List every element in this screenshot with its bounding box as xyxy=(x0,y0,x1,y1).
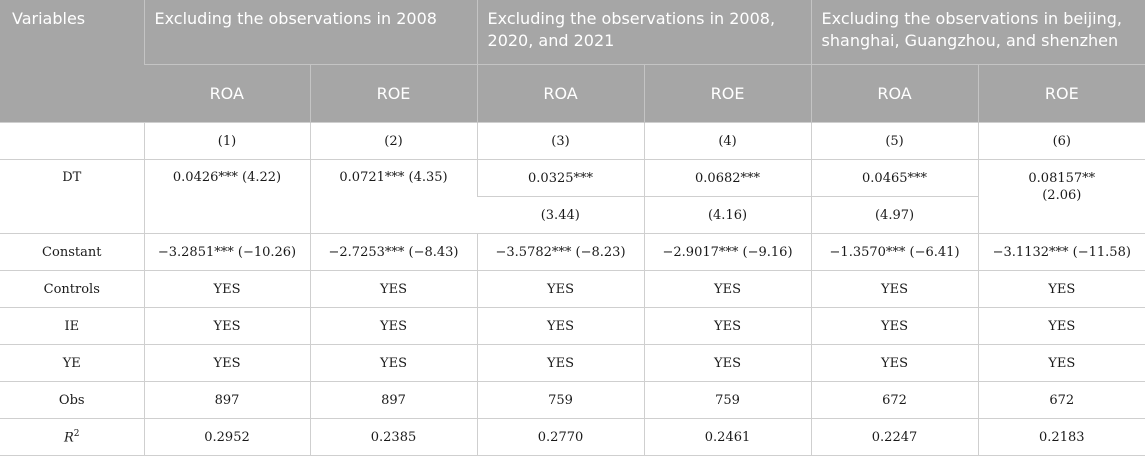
table-cell: 0.0325*** xyxy=(476,159,645,197)
table-cell: YES xyxy=(143,270,310,308)
table-cell: 0.0721*** (4.35) xyxy=(309,159,478,234)
controls-row: Controls YES YES YES YES YES YES xyxy=(0,270,1145,308)
subheader-row: ROA ROE ROA ROE ROA ROE xyxy=(0,64,1145,123)
ye-row: YE YES YES YES YES YES YES xyxy=(0,344,1145,382)
subheader-roe-4: ROE xyxy=(643,64,812,123)
row-label: Controls xyxy=(0,270,144,308)
r2-row: R2 0.2952 0.2385 0.2770 0.2461 0.2247 0.… xyxy=(0,418,1145,456)
subheader-roa-3: ROA xyxy=(476,64,645,123)
row-label: Constant xyxy=(0,233,144,271)
row-label: IE xyxy=(0,307,144,345)
table-cell: 0.2247 xyxy=(810,418,979,456)
row-label xyxy=(0,122,144,160)
table-cell: 0.0465*** xyxy=(810,159,979,197)
row-label: DT xyxy=(0,159,144,234)
table-cell: YES xyxy=(309,344,478,382)
table-cell: (3.44) xyxy=(477,196,645,234)
table-cell: 0.2183 xyxy=(977,418,1145,456)
table-cell: 759 xyxy=(476,381,645,419)
table-cell: 0.08157** (2.06) xyxy=(977,159,1145,234)
table-cell: 0.2461 xyxy=(643,418,812,456)
table-cell: (5) xyxy=(810,122,979,160)
table-cell: 672 xyxy=(810,381,979,419)
obs-row: Obs 897 897 759 759 672 672 xyxy=(0,381,1145,419)
table-cell: 0.2385 xyxy=(309,418,478,456)
row-label: R2 xyxy=(0,418,144,456)
dt-row-top: DT 0.0426*** (4.22) 0.0721*** (4.35) 0.0… xyxy=(0,159,1145,234)
table-cell: YES xyxy=(476,307,645,345)
numbering-row: (1) (2) (3) (4) (5) (6) xyxy=(0,122,1145,160)
table-cell: −3.1132*** (−11.58) xyxy=(977,233,1145,271)
table-cell: −2.7253*** (−8.43) xyxy=(309,233,478,271)
table-cell: (6) xyxy=(977,122,1145,160)
table-cell: YES xyxy=(977,270,1145,308)
table-cell: (1) xyxy=(143,122,310,160)
subheader-roe-2: ROE xyxy=(309,64,478,123)
table-cell: YES xyxy=(810,344,979,382)
table-cell: 0.2770 xyxy=(476,418,645,456)
table-cell: YES xyxy=(143,307,310,345)
table-cell: (4) xyxy=(643,122,812,160)
constant-row: Constant −3.2851*** (−10.26) −2.7253*** … xyxy=(0,233,1145,271)
variables-header: Variables xyxy=(0,0,144,123)
table-cell: YES xyxy=(977,344,1145,382)
table-cell: YES xyxy=(810,270,979,308)
row-label: YE xyxy=(0,344,144,382)
r2-label-base: R xyxy=(63,430,74,446)
cell-line: 0.08157** xyxy=(1028,171,1096,186)
table-cell: 897 xyxy=(143,381,310,419)
table-cell: YES xyxy=(309,307,478,345)
r2-label-sup: 2 xyxy=(73,428,80,439)
group-header-2: Excluding the observations in 2008, 2020… xyxy=(476,0,812,65)
table-cell: −1.3570*** (−6.41) xyxy=(810,233,979,271)
table-cell: 0.0426*** (4.22) xyxy=(143,159,310,234)
table-cell: −2.9017*** (−9.16) xyxy=(643,233,812,271)
table-cell: (4.16) xyxy=(643,196,812,234)
table-cell: YES xyxy=(476,270,645,308)
table-cell: −3.5782*** (−8.23) xyxy=(476,233,645,271)
table-cell: (2) xyxy=(309,122,478,160)
ie-row: IE YES YES YES YES YES YES xyxy=(0,307,1145,345)
table-cell: YES xyxy=(476,344,645,382)
table-cell: YES xyxy=(143,344,310,382)
row-label: Obs xyxy=(0,381,144,419)
table-cell: (4.97) xyxy=(810,196,979,234)
table-cell: −3.2851*** (−10.26) xyxy=(143,233,310,271)
table-cell: YES xyxy=(643,307,812,345)
header-row: Variables Excluding the observations in … xyxy=(0,0,1145,123)
subheader-roa-5: ROA xyxy=(810,64,979,123)
table-cell: 0.0682*** xyxy=(643,159,812,197)
table-cell: YES xyxy=(309,270,478,308)
group-header-3: Excluding the observations in beijing, s… xyxy=(810,0,1145,65)
table-cell: YES xyxy=(643,270,812,308)
table-cell: 672 xyxy=(977,381,1145,419)
table-cell: 759 xyxy=(643,381,812,419)
table-cell: YES xyxy=(810,307,979,345)
subheader-roe-6: ROE xyxy=(977,64,1145,123)
group-header-1: Excluding the observations in 2008 xyxy=(143,0,478,65)
table-cell: 0.2952 xyxy=(143,418,310,456)
cell-line: (2.06) xyxy=(1042,188,1082,203)
table-cell: YES xyxy=(643,344,812,382)
table-cell: 897 xyxy=(309,381,478,419)
dt-row-bottom: (3.44) (4.16) (4.97) xyxy=(0,196,1145,234)
table-cell: YES xyxy=(977,307,1145,345)
subheader-roa-1: ROA xyxy=(144,64,310,123)
table-cell: (3) xyxy=(476,122,645,160)
